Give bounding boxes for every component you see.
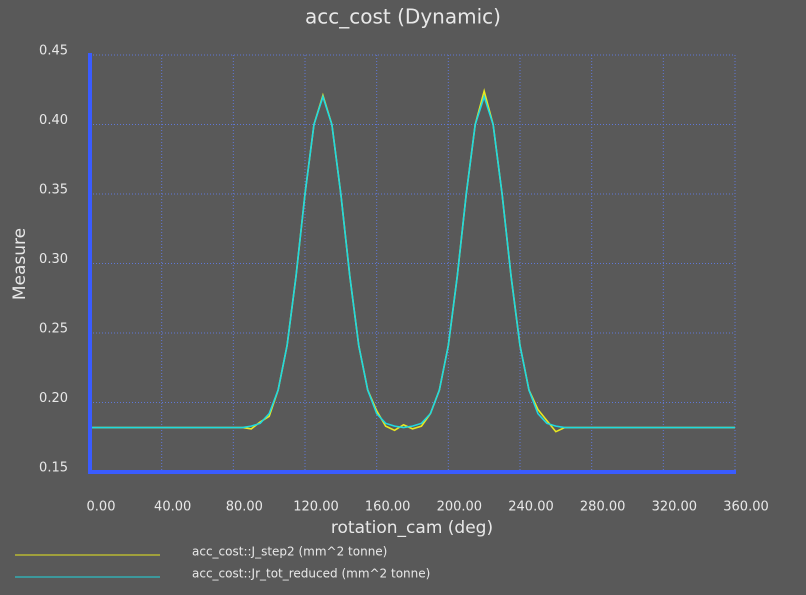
x-tick-label: 80.00 bbox=[226, 500, 263, 515]
y-axis-label: Measure bbox=[10, 228, 30, 300]
x-tick-label: 40.00 bbox=[154, 500, 191, 515]
x-tick-label: 240.00 bbox=[508, 500, 554, 515]
y-tick-label: 0.25 bbox=[39, 322, 68, 337]
y-tick-label: 0.35 bbox=[39, 183, 68, 198]
x-tick-label: 200.00 bbox=[437, 500, 483, 515]
legend-label: acc_cost::J_step2 (mm^2 tonne) bbox=[192, 545, 387, 559]
y-tick-label: 0.45 bbox=[39, 44, 68, 59]
x-tick-label: 320.00 bbox=[652, 500, 698, 515]
series-line bbox=[90, 94, 735, 429]
y-tick-label: 0.20 bbox=[39, 391, 68, 406]
x-tick-label: 160.00 bbox=[365, 500, 411, 515]
x-axis-label: rotation_cam (deg) bbox=[331, 518, 493, 538]
y-tick-label: 0.15 bbox=[39, 461, 68, 476]
x-tick-label: 0.00 bbox=[87, 500, 116, 515]
y-tick-label: 0.40 bbox=[39, 113, 68, 128]
x-tick-label: 120.00 bbox=[293, 500, 339, 515]
x-tick-label: 280.00 bbox=[580, 500, 626, 515]
chart-title: acc_cost (Dynamic) bbox=[305, 5, 501, 29]
legend-label: acc_cost::Jr_tot_reduced (mm^2 tonne) bbox=[192, 567, 430, 581]
y-tick-label: 0.30 bbox=[39, 252, 68, 267]
x-tick-label: 360.00 bbox=[723, 500, 769, 515]
plot bbox=[90, 88, 735, 433]
